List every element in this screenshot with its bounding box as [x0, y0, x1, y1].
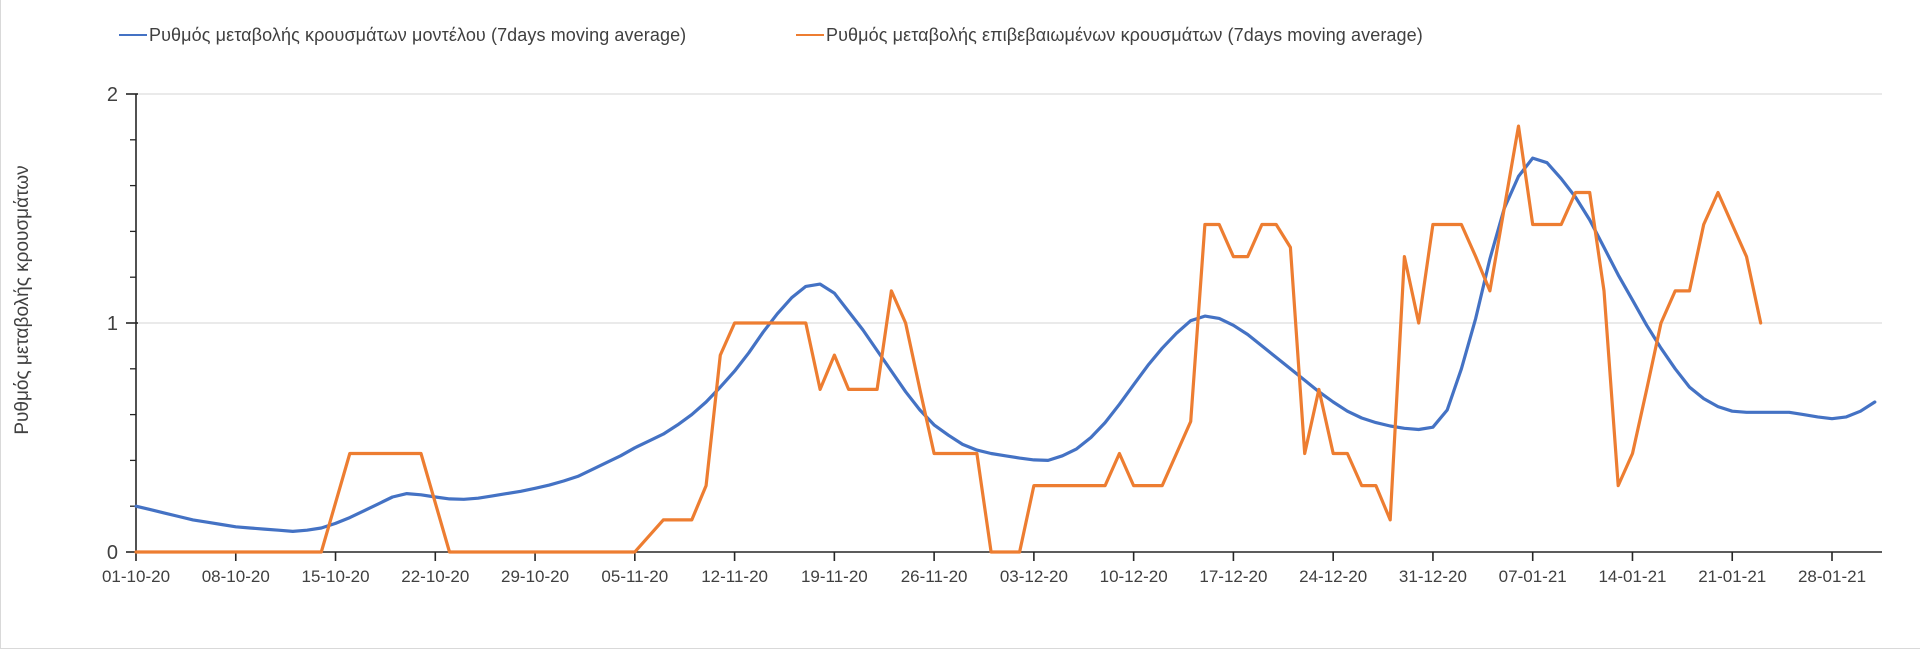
legend-label-confirmed: Ρυθμός μεταβολής επιβεβαιωμένων κρουσμάτ…	[826, 24, 1423, 45]
model-series-line	[134, 156, 1877, 534]
x-tick-label: 28-01-21	[1798, 567, 1866, 586]
x-tick-label: 19-11-20	[801, 567, 868, 586]
y-tick-label: 2	[107, 84, 118, 106]
x-tick-label: 31-12-20	[1399, 567, 1467, 586]
x-tick-label: 17-12-20	[1199, 567, 1267, 586]
x-tick-label: 21-01-21	[1698, 567, 1766, 586]
legend-label-model: Ρυθμός μεταβολής κρουσμάτων μοντέλου (7d…	[149, 24, 687, 45]
legend-item-confirmed: Ρυθμός μεταβολής επιβεβαιωμένων κρουσμάτ…	[796, 22, 1423, 48]
legend-item-model: Ρυθμός μεταβολής κρουσμάτων μοντέλου (7d…	[119, 22, 686, 48]
x-tick-label: 14-01-21	[1598, 567, 1666, 586]
confirmed-series-line	[134, 124, 1763, 554]
x-tick-label: 05-11-20	[601, 567, 668, 586]
x-tick-label: 01-10-20	[102, 567, 170, 586]
x-tick-label: 22-10-20	[401, 567, 469, 586]
legend-line-model-icon	[119, 34, 147, 36]
x-tick-label: 03-12-20	[1000, 567, 1068, 586]
x-tick-label: 24-12-20	[1299, 567, 1367, 586]
y-tick-label: 0	[107, 542, 118, 564]
x-tick-label: 26-11-20	[901, 567, 968, 586]
legend-line-confirmed-icon	[796, 34, 824, 36]
y-tick-label: 1	[107, 313, 118, 335]
x-tick-label: 10-12-20	[1100, 567, 1168, 586]
x-tick-label: 29-10-20	[501, 567, 569, 586]
x-tick-label: 12-11-20	[701, 567, 768, 586]
x-tick-label: 08-10-20	[202, 567, 270, 586]
x-tick-label: 07-01-21	[1499, 567, 1567, 586]
x-tick-label: 15-10-20	[301, 567, 369, 586]
